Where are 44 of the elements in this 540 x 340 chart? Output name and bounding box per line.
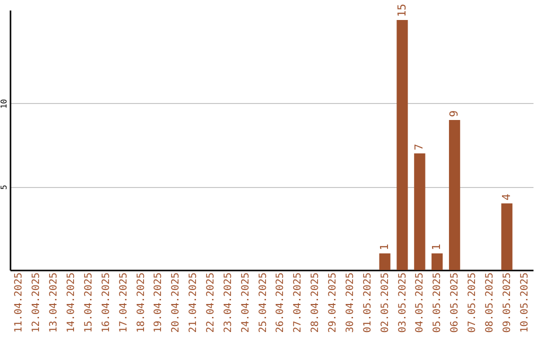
x-tick-label: 02.05.2025 [380,272,391,333]
x-tick-label: 19.04.2025 [153,272,164,333]
x-tick-label: 15.04.2025 [83,272,94,333]
y-tick-label: 10 [0,98,8,109]
bar [432,253,443,270]
data-label: 4 [500,193,513,200]
x-tick-label: 03.05.2025 [397,272,408,333]
x-tick-label: 13.04.2025 [48,272,60,333]
x-tick-label: 24.04.2025 [240,272,252,333]
y-tick-label: 5 [0,184,8,190]
x-tick-label: 10.05.2025 [519,272,530,333]
data-label: 7 [412,144,426,150]
x-tick-label: 22.04.2025 [205,272,216,333]
x-tick-label: 27.04.2025 [292,272,304,333]
x-tick-label: 25.04.2025 [258,272,269,333]
data-label: 1 [378,244,391,250]
x-tick-label: 09.05.2025 [502,272,513,333]
x-tick-label: 06.05.2025 [450,272,461,333]
bar [379,253,390,270]
x-tick-label: 29.04.2025 [328,272,339,333]
x-tick-label: 20.04.2025 [170,272,182,333]
x-tick-label: 17.04.2025 [118,272,130,333]
x-tick-label: 11.04.2025 [14,272,25,333]
data-label: 1 [430,244,444,250]
x-tick-label: 21.04.2025 [188,272,200,333]
x-tick-label: 26.04.2025 [275,272,286,333]
bar [414,153,426,270]
data-label: 15 [395,4,408,17]
x-tick-label: 23.04.2025 [222,272,234,333]
bar [448,120,460,270]
x-tick-label: 18.04.2025 [136,272,147,333]
bar [396,20,408,270]
x-tick-label: 14.04.2025 [66,272,78,333]
x-tick-label: 12.04.2025 [31,272,42,333]
x-tick-label: 07.05.2025 [466,272,478,333]
x-tick-label: 30.04.2025 [344,272,356,333]
x-tick-label: 05.05.2025 [432,272,444,333]
x-tick-label: 01.05.2025 [362,272,374,333]
data-label: 9 [448,110,461,117]
bar [501,203,512,270]
x-tick-label: 08.05.2025 [484,272,496,333]
x-tick-label: 16.04.2025 [100,272,112,333]
x-tick-label: 28.04.2025 [310,272,322,333]
x-tick-label: 04.05.2025 [414,272,426,333]
